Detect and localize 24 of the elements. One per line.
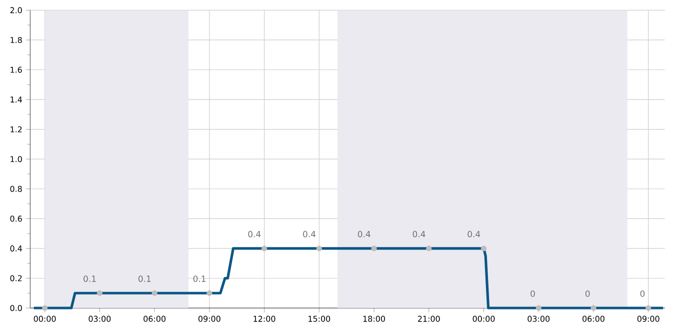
data-label: 0 [640, 290, 645, 297]
point [206, 290, 212, 296]
point [536, 305, 542, 311]
point [261, 246, 268, 252]
point [480, 246, 487, 252]
point [96, 290, 102, 296]
point [316, 246, 322, 252]
data-label: 0.4 [468, 230, 480, 238]
point [646, 305, 652, 311]
point [590, 305, 596, 311]
point [426, 246, 432, 252]
data-label: 0.1 [84, 275, 96, 282]
point [371, 246, 377, 252]
point [42, 305, 48, 311]
data-label: 0.4 [248, 230, 261, 238]
data-label: 0 [585, 290, 590, 297]
data-label: 0 [530, 290, 535, 297]
data-label: 0.4 [303, 230, 316, 238]
data-label: 0.4 [358, 230, 370, 238]
data-label: 0.4 [412, 230, 426, 238]
data-label: 0.1 [193, 275, 206, 282]
point [152, 290, 158, 296]
data-label: 0.1 [138, 275, 151, 282]
line-series [32, 247, 664, 310]
